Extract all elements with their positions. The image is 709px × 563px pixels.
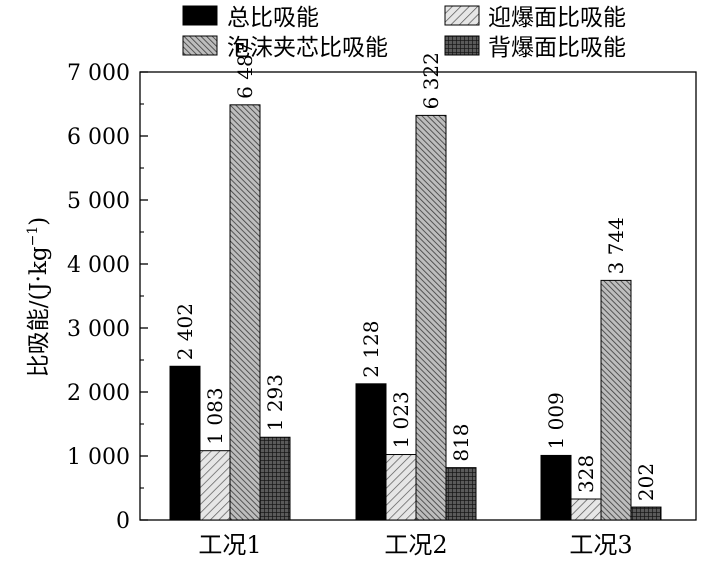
bar-data-label: 6 487 — [233, 42, 257, 99]
legend-swatch-total — [182, 5, 218, 26]
bar-data-label: 1 023 — [389, 391, 413, 448]
legend-label-foam: 泡沫夹芯比吸能 — [227, 35, 388, 61]
bar — [229, 104, 261, 521]
bar-data-label: 1 083 — [203, 387, 227, 444]
x-category-label: 工况2 — [384, 531, 447, 559]
bar — [540, 454, 572, 521]
legend-item-front: 迎爆面比吸能 — [444, 5, 626, 31]
y-axis-title-sup: −1 — [25, 226, 41, 247]
x-category-label: 工况1 — [198, 531, 261, 559]
bar-data-label: 1 009 — [544, 392, 568, 449]
bar-data-label: 202 — [634, 463, 658, 501]
y-tick-label: 0 — [116, 509, 130, 534]
legend: 总比吸能 迎爆面比吸能 泡沫夹芯比吸能 背爆面比吸能 — [182, 5, 626, 61]
bar — [445, 467, 477, 521]
bar-data-label: 6 322 — [419, 52, 443, 109]
legend-swatch-front — [444, 5, 480, 26]
y-tick-label: 5 000 — [67, 189, 130, 214]
y-tick-label: 7 000 — [67, 61, 130, 86]
bar-data-label: 1 293 — [263, 374, 287, 431]
bar — [199, 450, 231, 521]
y-tick-label: 6 000 — [67, 125, 130, 150]
legend-label-front: 迎爆面比吸能 — [488, 5, 626, 31]
bar — [570, 498, 602, 521]
legend-label-total: 总比吸能 — [227, 5, 319, 31]
bar-data-label: 2 128 — [359, 321, 383, 378]
bar-data-label: 3 744 — [604, 217, 628, 274]
bar-data-label: 2 402 — [173, 303, 197, 360]
bar — [600, 279, 632, 521]
legend-swatch-back — [444, 35, 480, 56]
y-axis-title-main: 比吸能/(J·kg — [26, 246, 52, 377]
bar — [355, 383, 387, 521]
bar — [259, 436, 291, 521]
x-category-label: 工况3 — [569, 531, 632, 559]
bar — [385, 454, 417, 521]
y-axis-title-close: ) — [26, 217, 52, 226]
plot-area: 0 1 000 2 000 3 000 4 000 5 000 6 000 7 000 工况1 2… — [67, 42, 697, 559]
bar — [630, 506, 662, 521]
legend-label-back: 背爆面比吸能 — [488, 35, 626, 61]
legend-swatch-foam — [182, 35, 218, 56]
y-tick-label: 2 000 — [67, 381, 130, 406]
bar — [169, 365, 201, 521]
y-axis-title: 比吸能/(J·kg−1) — [25, 217, 52, 378]
y-tick-label: 3 000 — [67, 317, 130, 342]
bar — [415, 114, 447, 521]
bar-data-label: 328 — [574, 455, 598, 493]
bar-data-label: 818 — [449, 423, 473, 461]
legend-item-back: 背爆面比吸能 — [444, 35, 626, 61]
legend-item-foam: 泡沫夹芯比吸能 — [182, 35, 388, 61]
y-tick-label: 4 000 — [67, 253, 130, 278]
y-tick-label: 1 000 — [67, 445, 130, 470]
legend-item-total: 总比吸能 — [182, 5, 319, 31]
